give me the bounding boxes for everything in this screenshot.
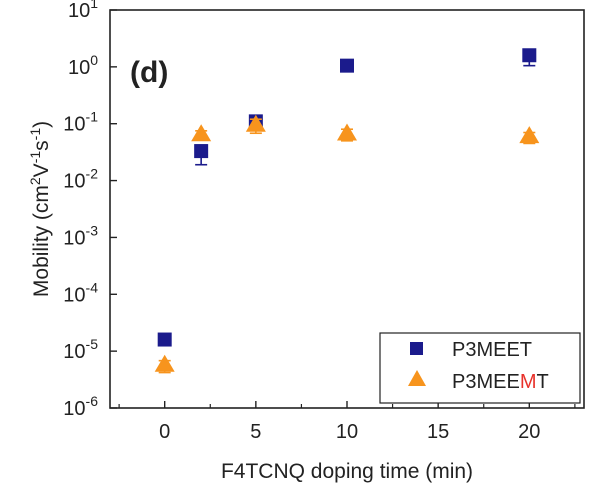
data-point-square <box>340 58 354 73</box>
y-tick-base: 10 <box>68 0 90 22</box>
y-tick-exponent: -2 <box>86 166 99 182</box>
data-point-square <box>194 144 209 159</box>
data-point-square <box>522 48 537 63</box>
x-tick-label: 10 <box>336 421 358 443</box>
data-point-triangle <box>154 354 175 372</box>
y-tick-base: 10 <box>63 341 85 363</box>
legend-label-p3meet: P3MEET <box>452 339 532 361</box>
y-tick-base: 10 <box>68 57 90 79</box>
x-axis-label: F4TCNQ doping time (min) <box>221 460 473 483</box>
y-tick-exponent: 0 <box>90 52 98 68</box>
y-tick-base: 10 <box>63 227 85 249</box>
y-label-end: ) <box>30 121 53 128</box>
y-tick-base: 10 <box>63 398 85 420</box>
y-tick-base: 10 <box>63 114 85 136</box>
y-label-mid1: V <box>30 163 53 177</box>
y-tick-label: 100 <box>68 52 98 79</box>
legend-label-p3meemt-part3: T <box>536 371 548 393</box>
legend-label-p3meemt: P3MEEMT <box>452 371 549 393</box>
y-label-sup3: -1 <box>27 128 43 141</box>
panel-label: (d) <box>130 56 168 89</box>
series-p3meet <box>157 48 537 347</box>
y-tick-label: 10-1 <box>63 109 98 136</box>
data-point-square <box>157 332 172 347</box>
legend: P3MEET P3MEEMT <box>379 332 581 404</box>
y-tick-exponent: 1 <box>90 0 98 11</box>
y-tick-exponent: -4 <box>86 279 99 295</box>
data-point-triangle <box>191 124 212 142</box>
x-tick-label: 0 <box>159 421 170 443</box>
y-tick-exponent: -5 <box>86 336 99 352</box>
y-tick-label: 10-6 <box>63 393 98 420</box>
legend-label-p3meemt-part2: M <box>520 371 537 393</box>
legend-marker-p3meet <box>410 342 423 355</box>
y-tick-exponent: -6 <box>86 393 99 409</box>
data-point-triangle <box>337 123 357 141</box>
series-p3meemt <box>154 114 540 374</box>
y-label-sup1: 2 <box>27 177 43 185</box>
y-tick-exponent: -1 <box>86 109 99 125</box>
data-point-triangle <box>245 114 266 132</box>
y-tick-label: 10-5 <box>63 336 98 363</box>
y-label-base: Mobility (cm <box>30 185 53 297</box>
legend-label-p3meet-text: P3MEET <box>452 339 532 361</box>
y-label-sup2: -1 <box>27 151 43 164</box>
x-tick-label: 20 <box>518 421 540 443</box>
x-axis: 0 5 10 15 20 <box>118 401 576 443</box>
y-tick-label: 10-3 <box>63 222 98 249</box>
data-point-triangle <box>519 126 540 144</box>
y-tick-base: 10 <box>63 284 85 306</box>
y-tick-exponent: -3 <box>86 222 99 238</box>
legend-marker-p3meemt <box>408 370 426 386</box>
data-series <box>154 48 540 374</box>
x-tick-label: 5 <box>250 421 261 443</box>
y-tick-label: 10-4 <box>63 279 98 306</box>
y-label-mid2: s <box>30 140 53 151</box>
y-tick-base: 10 <box>63 171 85 193</box>
x-tick-label: 15 <box>427 421 449 443</box>
legend-label-p3meemt-part1: P3MEE <box>452 371 520 393</box>
y-tick-label: 10-2 <box>63 166 98 193</box>
y-tick-label: 101 <box>68 0 98 22</box>
y-axis-label: Mobility (cm2V-1s-1) <box>27 121 53 297</box>
